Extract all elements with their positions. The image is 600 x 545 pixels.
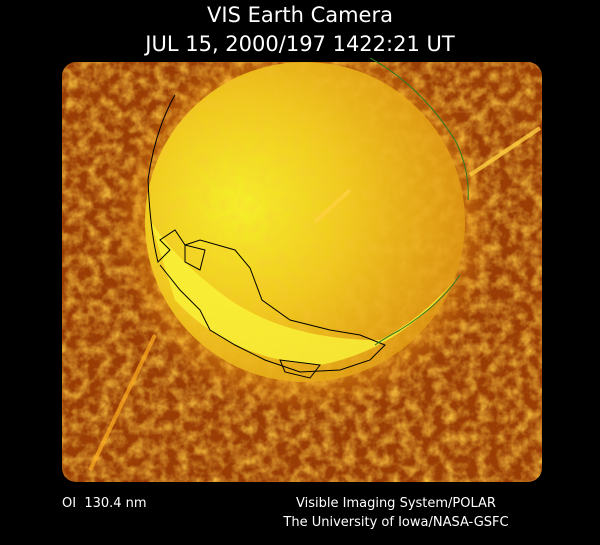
coastlines — [147, 94, 386, 379]
camera-image — [62, 62, 542, 482]
instrument-label: Visible Imaging System/POLAR — [296, 496, 496, 511]
coastline — [184, 244, 206, 271]
green-outline — [369, 57, 469, 201]
streak — [88, 334, 157, 471]
credit-label: The University of Iowa/NASA-GSFC — [282, 515, 508, 530]
streak — [313, 188, 352, 224]
filter-label: OI 130.4 nm — [62, 496, 147, 511]
coastline — [279, 359, 321, 379]
terminator-lines — [369, 57, 469, 346]
streak — [468, 126, 542, 177]
coastline — [147, 94, 386, 373]
green-outline — [374, 274, 461, 346]
timestamp: JUL 15, 2000/197 1422:21 UT — [143, 32, 455, 56]
title: VIS Earth Camera — [207, 3, 393, 27]
auroral-oval — [150, 220, 455, 365]
